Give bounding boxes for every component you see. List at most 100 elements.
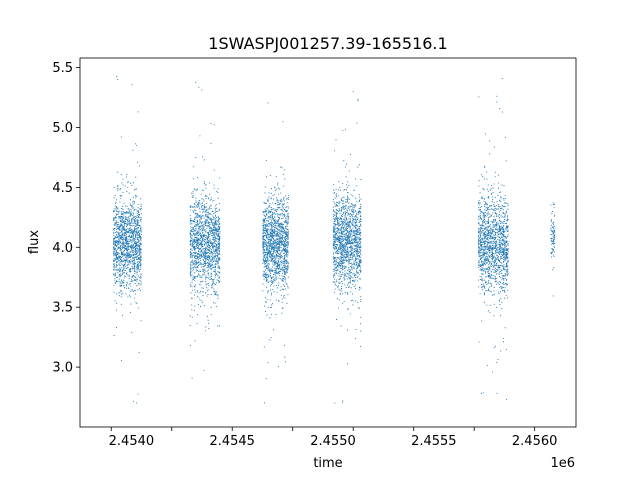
data-point [194,340,196,342]
data-point [275,242,278,244]
data-point [121,283,123,285]
data-point [271,239,273,242]
data-point [194,240,196,242]
data-point [192,210,194,212]
data-point [341,199,343,201]
data-point [268,215,270,218]
data-point [287,276,289,278]
data-point [119,291,121,293]
data-point [266,209,268,211]
data-point [195,216,197,218]
data-point [274,249,276,252]
data-point [270,232,272,234]
data-point [199,208,201,210]
data-point [282,258,284,260]
data-point [287,250,289,252]
data-point [268,206,270,208]
data-point [192,231,194,233]
data-point [271,251,273,253]
data-point [131,244,133,246]
data-point [123,246,125,248]
data-point [205,239,207,241]
data-point [213,232,215,234]
data-point [263,261,265,263]
data-point [280,261,282,263]
data-point [264,305,266,307]
data-point [118,239,120,242]
data-point [211,223,213,225]
data-point [269,317,271,319]
data-point [140,243,142,245]
data-point [206,217,208,219]
data-point [136,237,138,239]
data-point [344,128,346,130]
data-point [357,213,359,215]
data-point [122,263,124,265]
data-point [212,284,214,286]
data-point [127,228,129,230]
data-point [137,263,139,265]
data-point [123,221,125,223]
data-point [204,257,206,259]
data-point [206,222,208,224]
data-point [276,249,278,252]
data-point [218,209,220,211]
data-point [132,280,134,282]
data-point [113,231,115,233]
data-point [276,233,279,235]
data-point [191,285,193,287]
data-point [338,246,340,248]
data-point [139,240,141,242]
data-point [209,235,211,237]
data-point [192,232,194,234]
data-point [209,257,211,259]
data-point [137,213,140,216]
data-point [275,225,277,227]
data-point [332,255,334,257]
data-point [125,275,127,278]
data-point [359,223,362,225]
data-point [336,318,338,321]
data-point [132,206,134,209]
data-point [338,299,340,301]
data-point [194,259,196,262]
data-point [358,273,360,275]
data-point [269,252,271,254]
data-point [267,102,269,104]
data-point [195,246,197,248]
data-point [208,265,210,267]
data-point [191,205,193,207]
data-point [128,278,130,280]
data-point [280,227,282,229]
data-point [270,206,272,208]
data-point [132,200,134,202]
data-point [355,338,357,340]
data-point [278,262,280,264]
data-point [118,264,120,266]
data-point [203,255,205,257]
data-point [191,264,193,266]
data-point [282,271,284,273]
data-point [214,264,216,266]
data-point [127,252,129,255]
data-point [114,269,116,271]
data-point [131,259,133,261]
data-point [199,277,201,279]
data-point [115,255,117,257]
data-point [275,246,277,248]
data-point [136,263,138,265]
data-point [200,230,202,232]
data-point [210,250,213,252]
data-point [268,236,270,238]
data-point [209,212,211,214]
data-point [354,276,356,279]
data-point [114,280,116,282]
data-point [281,312,283,314]
data-point [137,249,139,251]
data-point [217,275,219,277]
data-point [340,260,342,262]
data-point [354,235,356,237]
data-point [203,211,205,213]
data-point [352,248,354,250]
data-point [337,253,340,255]
